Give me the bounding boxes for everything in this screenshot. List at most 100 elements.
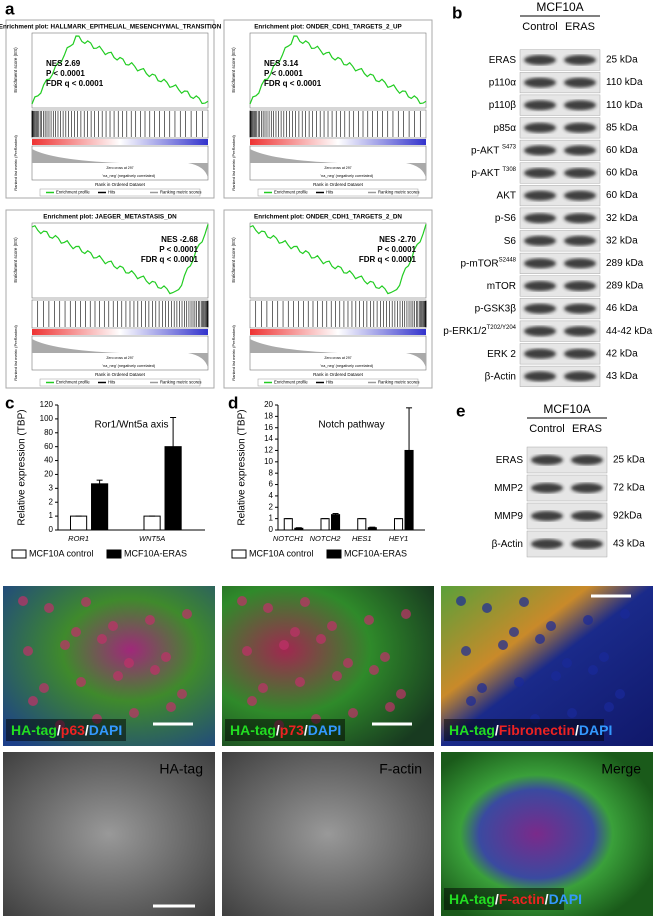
rank-bar — [32, 329, 208, 335]
bar — [294, 527, 304, 531]
nucleus — [599, 652, 609, 662]
hits-box — [249, 299, 427, 329]
caption-bg — [444, 888, 564, 910]
nucleus — [615, 689, 625, 699]
gsea-title: Enrichment plot: JAEGER_METASTASIS_DN — [43, 214, 177, 221]
nucleus — [519, 597, 529, 607]
blot-band — [524, 122, 556, 133]
row-name: MMP2 — [494, 483, 523, 494]
gsea-stat: P < 0.0001 — [159, 245, 198, 254]
blot-strip — [519, 230, 601, 252]
axis-label: Ranked list metric (PreRanked) — [13, 135, 18, 191]
zero-label: Zero cross at 297 — [324, 356, 351, 360]
row-name: β-Actin — [492, 539, 523, 550]
nucleus — [247, 696, 257, 706]
panel-letter: c — [5, 393, 14, 412]
cell-line: MCF10A — [536, 0, 583, 14]
legend-entry: MCF10A-ERAS — [124, 548, 187, 558]
row-label: mTOR — [487, 281, 516, 292]
row-size: 46 kDa — [606, 303, 638, 314]
caption-part: HA-tag — [230, 722, 276, 738]
y-tick-label: 20 — [44, 470, 53, 479]
bar — [164, 446, 182, 531]
legend-swatch — [11, 549, 27, 559]
nucleus — [385, 702, 395, 712]
gsea-stat: FDR q < 0.0001 — [46, 79, 104, 88]
blot-strip — [519, 139, 601, 161]
row-label: p110β — [489, 100, 517, 111]
caption-part: HA-tag — [11, 722, 57, 738]
nucleus — [161, 652, 171, 662]
blot-band — [524, 235, 556, 246]
legend-entry: Ranking metric scores — [378, 190, 419, 195]
nucleus — [316, 634, 326, 644]
caption-part: / — [57, 722, 61, 738]
bar — [283, 518, 293, 531]
row-label: S6 — [504, 235, 517, 246]
blot-strip — [519, 343, 601, 365]
legend-box — [257, 378, 419, 387]
blot-band — [564, 55, 596, 65]
row-size: 110 kDa — [606, 100, 643, 111]
axis-label: Rank in Ordered Dataset — [313, 182, 364, 187]
row-name: p-mTOR — [460, 258, 498, 269]
nucleus — [332, 671, 342, 681]
blot-band — [524, 371, 556, 382]
y-tick-label: 18 — [264, 411, 273, 420]
nucleus — [166, 702, 176, 712]
caption-part: / — [85, 722, 89, 738]
blot-band — [564, 122, 596, 133]
blot-strip — [519, 365, 601, 387]
nucleus — [71, 627, 81, 637]
row-label: p-AKT S473 — [471, 144, 517, 156]
row-label: p85α — [494, 122, 517, 133]
row-name: p-ERK1/2 — [443, 326, 487, 337]
row-name: p-S6 — [495, 213, 517, 224]
nucleus — [482, 603, 492, 613]
caption-part: F-actin — [499, 891, 545, 907]
blot-band — [524, 145, 556, 156]
gsea-title: Enrichment plot: ONDER_CDH1_TARGETS_2_DN — [254, 214, 402, 221]
blot-strip — [519, 298, 601, 320]
nucleus — [81, 597, 91, 607]
row-label: p-ERK1/2T202/Y204 — [443, 325, 516, 337]
axis-label: Ranked list metric (PreRanked) — [13, 325, 18, 381]
blot-band — [531, 455, 563, 465]
y-tick-label: 120 — [40, 400, 54, 409]
axis-label: Ranked list metric (PreRanked) — [231, 135, 236, 191]
row-size: 44-42 kDa — [606, 326, 653, 337]
nucleus — [620, 609, 630, 619]
y-tick-label: 60 — [44, 442, 53, 451]
y-tick-label: 8 — [269, 468, 274, 477]
caption-bg — [225, 719, 345, 741]
nucleus — [583, 615, 593, 625]
bar — [393, 518, 404, 531]
nucleus — [124, 658, 134, 668]
neg-label: 'na_neg' (negatively correlated) — [320, 174, 373, 178]
row-name: ERAS — [496, 455, 524, 466]
rank-bar — [250, 329, 426, 335]
caption-part: DAPI — [549, 891, 582, 907]
blot-strip — [519, 162, 601, 184]
axis-label: Enrichment score (ES) — [13, 237, 18, 283]
legend-swatch — [231, 549, 247, 559]
blot-band — [571, 455, 603, 465]
axis-label: Rank in Ordered Dataset — [95, 182, 146, 187]
nucleus — [60, 640, 70, 650]
caption-part: DAPI — [89, 722, 122, 738]
row-name: p110α — [489, 77, 517, 88]
row-sup: T202/Y204 — [487, 325, 517, 331]
nucleus — [237, 596, 247, 606]
row-name: MMP9 — [494, 511, 523, 522]
nucleus — [604, 702, 614, 712]
nucleus — [145, 615, 155, 625]
image-caption: HA-tag/F-actin/DAPI — [449, 891, 582, 907]
blot-band — [524, 326, 556, 337]
gsea-stat: NES 3.14 — [264, 59, 299, 68]
nucleus — [396, 689, 406, 699]
es-box — [249, 32, 427, 109]
blot-band — [564, 235, 596, 246]
nucleus — [290, 627, 300, 637]
zero-label: Zero cross at 297 — [324, 166, 351, 170]
caption-part: HA-tag — [449, 891, 495, 907]
